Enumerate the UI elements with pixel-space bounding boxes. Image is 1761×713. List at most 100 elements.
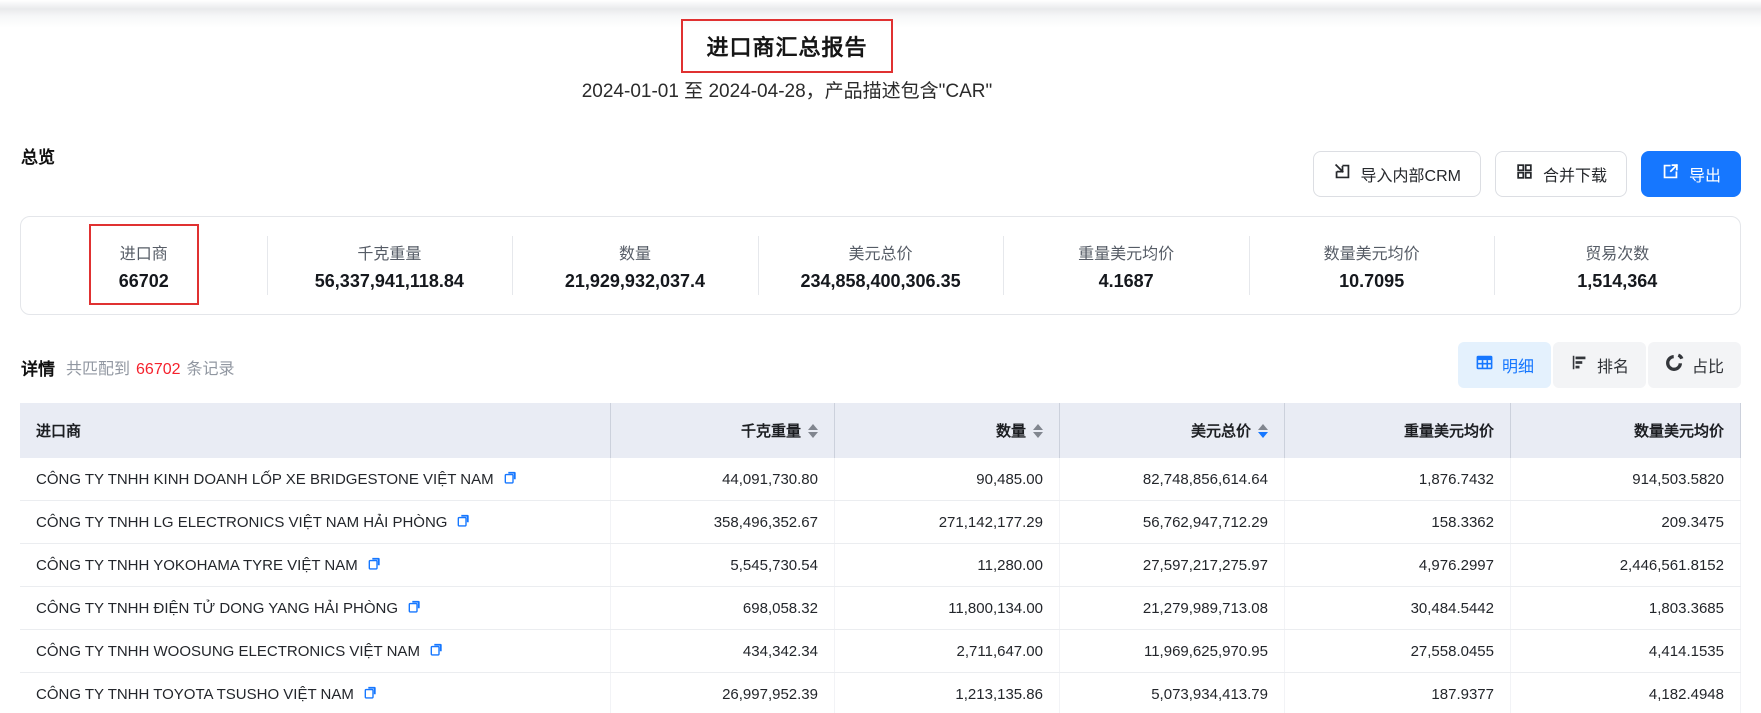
column-label-usd_per_kg: 重量美元均价 <box>1403 423 1494 440</box>
stat-cell: 数量 21,929,932,037.4 <box>512 217 758 314</box>
copy-icon[interactable] <box>503 470 518 489</box>
importer-cell: CÔNG TY TNHH WOOSUNG ELECTRONICS VIỆT NA… <box>20 630 611 672</box>
cell-kg: 358,496,352.67 <box>611 501 835 543</box>
table-icon <box>1475 353 1494 377</box>
sort-carets-qty <box>1033 423 1043 438</box>
cell-usd_per_qty: 914,503.5820 <box>1511 458 1741 500</box>
stat-label: 重量美元均价 <box>1078 245 1175 263</box>
merge-cells-icon <box>1515 162 1534 186</box>
sort-caret-down <box>1033 431 1043 438</box>
table-header-row: 进口商 千克重量 数量 美元总价 重量美元均价 数量美元均价 <box>20 403 1741 458</box>
report-subtitle: 2024-01-01 至 2024-04-28，产品描述包含"CAR" <box>581 81 993 102</box>
stat-value: 10.7095 <box>1339 270 1405 291</box>
cell-qty: 11,280.00 <box>835 544 1060 586</box>
importer-name: CÔNG TY TNHH ĐIỆN TỬ DONG YANG HẢI PHÒNG <box>36 599 399 617</box>
tab-proportion[interactable]: 占比 <box>1647 342 1741 388</box>
title-highlight-box: 进口商汇总报告 <box>681 19 893 73</box>
top-gradient <box>0 0 1761 30</box>
column-label-qty: 数量 <box>995 423 1026 440</box>
stat-cell: 重量美元均价 4.1687 <box>1003 217 1249 314</box>
tab-proportion-label: 占比 <box>1691 359 1724 376</box>
sort-carets-kg <box>808 423 818 438</box>
copy-icon[interactable] <box>363 685 378 704</box>
column-header-qty[interactable]: 数量 <box>835 403 1060 458</box>
copy-icon[interactable] <box>367 556 382 575</box>
importer-cell: CÔNG TY TNHH YOKOHAMA TYRE VIỆT NAM <box>20 544 611 586</box>
tab-ranking[interactable]: 排名 <box>1552 342 1646 388</box>
importers-table: 进口商 千克重量 数量 美元总价 重量美元均价 数量美元均价 CÔNG TY TNHH K… <box>20 403 1741 713</box>
stat-label: 千克重量 <box>357 245 422 263</box>
toolbar: 导入内部CRM 合并下载 导出 <box>1312 151 1741 197</box>
import-crm-button[interactable]: 导入内部CRM <box>1312 151 1481 197</box>
table-row: CÔNG TY TNHH LG ELECTRONICS VIỆT NAM HẢI… <box>20 501 1741 544</box>
tab-detail-label: 明细 <box>1501 359 1534 376</box>
column-label-usd_per_qty: 数量美元均价 <box>1633 423 1724 440</box>
copy-icon[interactable] <box>429 642 444 661</box>
sort-carets-usd <box>1258 423 1268 438</box>
match-summary: 共匹配到 66702 条记录 <box>66 355 235 379</box>
sort-caret-down <box>808 431 818 438</box>
stat-label: 数量美元均价 <box>1323 245 1420 263</box>
import-crm-label: 导入内部CRM <box>1360 168 1461 185</box>
stat-cell: 贸易次数 1,514,364 <box>1494 217 1740 314</box>
stat-value: 66702 <box>118 270 169 291</box>
cell-usd_per_qty: 4,414.1535 <box>1511 630 1741 672</box>
importer-name: CÔNG TY TNHH WOOSUNG ELECTRONICS VIỆT NA… <box>36 642 420 660</box>
cell-usd: 27,597,217,275.97 <box>1060 544 1285 586</box>
sort-caret-up <box>1033 423 1043 430</box>
tab-detail[interactable]: 明细 <box>1457 342 1551 388</box>
cell-qty: 90,485.00 <box>835 458 1060 500</box>
table-row: CÔNG TY TNHH KINH DOANH LỐP XE BRIDGESTO… <box>20 458 1741 501</box>
importer-name: CÔNG TY TNHH TOYOTA TSUSHO VIỆT NAM <box>36 685 354 703</box>
cell-usd: 5,073,934,413.79 <box>1060 673 1285 713</box>
cell-usd_per_qty: 1,803.3685 <box>1511 587 1741 629</box>
copy-icon[interactable] <box>456 513 471 532</box>
sort-caret-up <box>808 423 818 430</box>
overview-heading: 总览 <box>21 148 55 167</box>
merge-download-button[interactable]: 合并下载 <box>1494 151 1627 197</box>
match-prefix: 共匹配到 <box>66 361 131 378</box>
cell-usd_per_kg: 187.9377 <box>1285 673 1511 713</box>
cell-usd: 11,969,625,970.95 <box>1060 630 1285 672</box>
sort-caret-up <box>1258 423 1268 430</box>
stat-value: 21,929,932,037.4 <box>564 270 706 291</box>
cell-usd_per_kg: 4,976.2997 <box>1285 544 1511 586</box>
import-icon <box>1333 162 1352 186</box>
importer-name: CÔNG TY TNHH KINH DOANH LỐP XE BRIDGESTO… <box>36 470 494 488</box>
cell-kg: 5,545,730.54 <box>611 544 835 586</box>
stat-cell: 千克重量 56,337,941,118.84 <box>266 217 513 314</box>
stat-value: 1,514,364 <box>1577 270 1658 291</box>
stat-highlight-box <box>88 224 199 305</box>
stats-panel: 进口商 66702 千克重量 56,337,941,118.84 数量 21,929,93… <box>20 216 1741 315</box>
cell-qty: 2,711,647.00 <box>835 630 1060 672</box>
details-heading: 详情 <box>21 360 55 379</box>
column-label-importer: 进口商 <box>36 423 82 440</box>
importer-cell: CÔNG TY TNHH LG ELECTRONICS VIỆT NAM HẢI… <box>20 501 611 543</box>
column-header-importer: 进口商 <box>20 403 611 458</box>
copy-icon[interactable] <box>407 599 422 618</box>
cell-usd_per_kg: 1,876.7432 <box>1285 458 1511 500</box>
table-row: CÔNG TY TNHH ĐIỆN TỬ DONG YANG HẢI PHÒNG… <box>20 587 1741 630</box>
donut-icon <box>1665 353 1684 377</box>
column-header-kg[interactable]: 千克重量 <box>611 403 835 458</box>
cell-kg: 434,342.34 <box>611 630 835 672</box>
cell-qty: 11,800,134.00 <box>835 587 1060 629</box>
stat-cell: 美元总价 234,858,400,306.35 <box>757 217 1004 314</box>
cell-usd: 56,762,947,712.29 <box>1060 501 1285 543</box>
importer-cell: CÔNG TY TNHH ĐIỆN TỬ DONG YANG HẢI PHÒNG <box>20 587 611 629</box>
match-count: 66702 <box>136 361 181 378</box>
table-body: CÔNG TY TNHH KINH DOANH LỐP XE BRIDGESTO… <box>20 458 1741 713</box>
stat-label: 贸易次数 <box>1585 245 1650 263</box>
export-button[interactable]: 导出 <box>1640 151 1741 197</box>
export-icon <box>1661 162 1680 186</box>
table-row: CÔNG TY TNHH TOYOTA TSUSHO VIỆT NAM 26,99… <box>20 673 1741 713</box>
view-switcher: 明细 排名 占比 <box>1457 342 1741 388</box>
column-header-usd[interactable]: 美元总价 <box>1060 403 1285 458</box>
merge-download-label: 合并下载 <box>1542 168 1607 185</box>
stat-label: 数量 <box>618 245 651 263</box>
cell-usd_per_kg: 158.3362 <box>1285 501 1511 543</box>
cell-usd_per_kg: 27,558.0455 <box>1285 630 1511 672</box>
column-label-kg: 千克重量 <box>740 423 801 440</box>
cell-qty: 1,213,135.86 <box>835 673 1060 713</box>
